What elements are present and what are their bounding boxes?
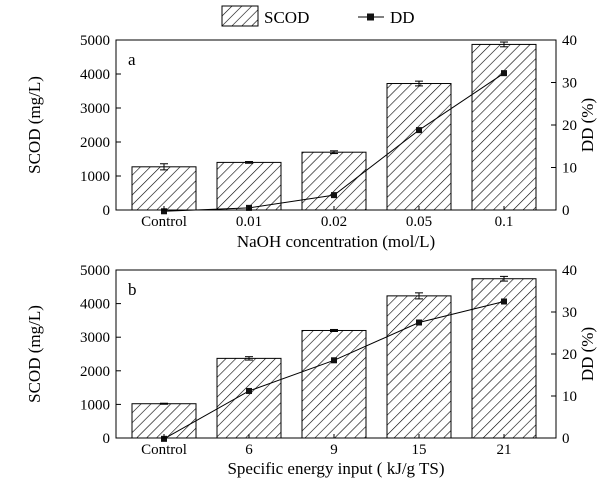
y2-tick-label: 10 xyxy=(562,161,577,177)
dd-point xyxy=(501,298,507,305)
y-tick-label: 5000 xyxy=(80,33,110,49)
y-tick-label: 0 xyxy=(103,203,111,219)
x-axis-title: Specific energy input ( kJ/g TS) xyxy=(227,459,444,478)
y2-tick-label: 20 xyxy=(562,118,577,134)
y-tick-label: 2000 xyxy=(80,135,110,151)
x-tick-label: 0.05 xyxy=(406,214,432,230)
y2-axis-title: DD (%) xyxy=(578,327,597,381)
scod-bar xyxy=(301,151,367,211)
y2-tick-label: 30 xyxy=(562,305,577,321)
scod-bar xyxy=(471,278,537,439)
y2-tick-label: 40 xyxy=(562,33,577,49)
y2-tick-label: 0 xyxy=(562,203,570,219)
dd-point xyxy=(501,70,507,77)
x-tick-label: 15 xyxy=(412,442,427,458)
y-tick-label: 5000 xyxy=(80,263,110,279)
y-tick-label: 4000 xyxy=(80,297,110,313)
y2-tick-label: 20 xyxy=(562,347,577,363)
y2-tick-label: 10 xyxy=(562,389,577,405)
y-axis-title: SCOD (mg/L) xyxy=(25,76,44,174)
legend: SCOD DD xyxy=(221,5,415,27)
x-tick-label: 0.1 xyxy=(495,214,514,230)
y-tick-label: 1000 xyxy=(80,397,110,413)
y2-tick-label: 40 xyxy=(562,263,577,279)
scod-bar xyxy=(216,161,282,211)
legend-line-label: DD xyxy=(390,8,415,27)
panel-a: 0 1000 2000 3000 4000 5000 0 10 20 30 40 Control 0.0… xyxy=(25,33,597,251)
x-tick-label: 21 xyxy=(497,442,512,458)
y2-tick-label: 0 xyxy=(562,431,570,447)
x-tick-label: 0.02 xyxy=(321,214,347,230)
y-tick-label: 4000 xyxy=(80,67,110,83)
y-tick-label: 1000 xyxy=(80,169,110,185)
y2-tick-label: 30 xyxy=(562,76,577,92)
panel-label: a xyxy=(128,50,136,69)
x-axis-title: NaOH concentration (mol/L) xyxy=(237,232,435,251)
scod-bar xyxy=(301,329,367,439)
dd-point xyxy=(161,435,167,442)
y-tick-label: 2000 xyxy=(80,364,110,380)
dd-point xyxy=(246,387,252,394)
dd-point xyxy=(331,357,337,364)
x-tick-label: 6 xyxy=(245,442,253,458)
y-axis-title: SCOD (mg/L) xyxy=(25,305,44,403)
legend-bar-label: SCOD xyxy=(264,8,309,27)
scod-bar xyxy=(471,43,537,211)
y-tick-label: 3000 xyxy=(80,101,110,117)
x-tick-label: 0.01 xyxy=(236,214,262,230)
dd-point xyxy=(161,208,167,215)
legend-line-marker xyxy=(367,13,374,21)
x-tick-label: 9 xyxy=(330,442,338,458)
scod-bar xyxy=(131,403,197,439)
y-tick-label: 0 xyxy=(103,431,111,447)
y-tick-label: 3000 xyxy=(80,330,110,346)
panel-b: 0 1000 2000 3000 4000 5000 0 10 20 30 40 Control 6 9 1… xyxy=(25,263,597,478)
scod-bar xyxy=(131,166,197,211)
y2-axis-title: DD (%) xyxy=(578,98,597,152)
dd-point xyxy=(331,192,337,199)
x-tick-label: Control xyxy=(141,214,187,230)
panel-label: b xyxy=(128,280,137,299)
legend-bar-swatch xyxy=(221,5,259,27)
scod-bar xyxy=(216,357,282,439)
dd-point xyxy=(416,319,422,326)
x-tick-label: Control xyxy=(141,442,187,458)
dd-point xyxy=(416,127,422,134)
